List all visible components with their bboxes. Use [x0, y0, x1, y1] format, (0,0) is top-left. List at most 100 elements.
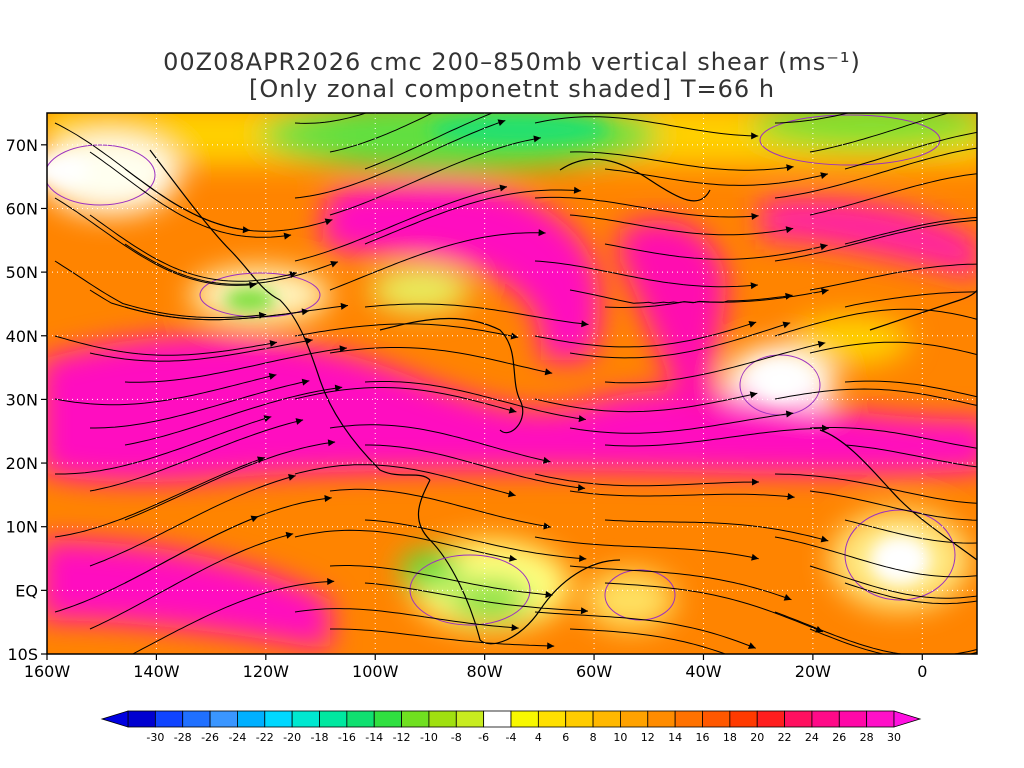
- streamline: [364, 519, 587, 560]
- streamline: [54, 197, 257, 286]
- streamline-arrow: [989, 216, 996, 223]
- streamline-arrow: [785, 226, 794, 234]
- streamline: [54, 374, 277, 406]
- streamline: [294, 608, 519, 629]
- lon-tick-label: 80W: [467, 662, 503, 681]
- colorbar-swatch: [209, 710, 238, 728]
- latitude-axis: 70N 60N 50N 40N 30N 20N 10N EQ 10S: [6, 136, 47, 664]
- streamline: [569, 151, 794, 171]
- streamline: [809, 113, 951, 153]
- streamline-arrow: [817, 340, 826, 348]
- streamline-arrow: [269, 340, 278, 347]
- colorbar-label: -10: [420, 731, 438, 744]
- colorbar-label: 8: [590, 731, 597, 744]
- lon-tick-label: 120W: [243, 662, 290, 681]
- colorbar-label: 10: [613, 731, 627, 744]
- lon-tick-label: 60W: [576, 662, 612, 681]
- streamline-arrow: [820, 535, 829, 543]
- lon-tick-label: 40W: [685, 662, 721, 681]
- streamline-arrow: [305, 337, 313, 345]
- streamline-arrow: [257, 456, 265, 464]
- streamline-arrow: [990, 500, 997, 507]
- streamline: [294, 529, 517, 560]
- streamline-arrow: [568, 88, 575, 95]
- streamline: [534, 260, 758, 288]
- colorbar-label: 14: [668, 731, 682, 744]
- streamline-arrow: [748, 320, 757, 328]
- streamline: [54, 457, 265, 538]
- colorbar-swatch: [756, 710, 785, 728]
- colorbar-swatch: [291, 710, 320, 728]
- streamline: [124, 386, 343, 446]
- streamline: [774, 219, 977, 262]
- colorbar-swatch: [565, 710, 594, 728]
- streamline-arrow: [747, 642, 756, 649]
- colorbar-swatch: [373, 710, 402, 728]
- streamline-arrow: [327, 439, 336, 447]
- streamline: [534, 536, 759, 560]
- streamline-arrow: [579, 554, 587, 562]
- lon-tick-label: 100W: [352, 662, 399, 681]
- streamline: [844, 131, 977, 170]
- colorbar-swatch: [838, 710, 868, 728]
- chart-subtitle: [Only zonal componetnt shaded] T=66 h: [248, 75, 776, 103]
- streamline: [774, 536, 977, 578]
- streamline: [54, 515, 259, 613]
- streamline-arrow: [785, 410, 794, 418]
- streamline: [329, 113, 434, 153]
- lon-tick-label: 0: [917, 662, 927, 681]
- colorbar-min-arrow: [100, 710, 129, 728]
- streamline-arrow: [508, 406, 517, 414]
- streamlines: [54, 69, 997, 654]
- colorbar-label: 6: [562, 731, 569, 744]
- streamline: [124, 243, 339, 285]
- colorbar-label: -14: [365, 731, 383, 744]
- streamline: [774, 388, 977, 406]
- colorbar-label: -18: [311, 731, 329, 744]
- streamline: [54, 260, 267, 318]
- colorbar-swatch: [237, 710, 266, 728]
- colorbar-label: -16: [338, 731, 356, 744]
- streamline-arrow: [820, 172, 828, 180]
- streamline: [844, 217, 977, 245]
- streamline: [294, 113, 368, 124]
- streamline: [604, 582, 824, 633]
- colorbar-label: -28: [174, 731, 192, 744]
- streamline: [774, 113, 851, 124]
- colorbar-label: 22: [778, 731, 792, 744]
- streamline-arrow: [751, 212, 759, 220]
- lat-tick-label: 30N: [6, 390, 38, 409]
- lat-tick-label: 10S: [7, 645, 38, 664]
- streamline-arrow: [330, 260, 339, 268]
- colorbar-label: -30: [146, 731, 164, 744]
- streamline-arrow: [819, 243, 828, 251]
- streamline: [604, 519, 829, 542]
- colorbar-swatch: [702, 710, 731, 728]
- streamline-arrow: [543, 522, 551, 530]
- colorbar-label: 26: [832, 731, 846, 744]
- streamline: [55, 416, 272, 475]
- streamline: [364, 303, 589, 325]
- streamline-arrow: [581, 320, 589, 328]
- streamline: [294, 323, 519, 338]
- streamline: [604, 243, 828, 260]
- streamline-arrow: [339, 345, 347, 353]
- chart-title: 00Z08APR2026 cmc 200–850mb vertical shea…: [163, 48, 861, 76]
- colorbar-swatch: [346, 710, 375, 728]
- colorbar-swatch: [455, 710, 485, 728]
- streamline: [844, 380, 977, 398]
- streamline: [604, 289, 829, 308]
- streamline: [89, 214, 298, 282]
- streamline: [89, 339, 313, 362]
- streamline-arrow: [324, 218, 333, 226]
- streamline-arrow: [497, 119, 506, 127]
- streamline-arrow: [986, 69, 994, 76]
- colorbar-swatch: [127, 710, 156, 728]
- colorbar-label: 4: [535, 731, 542, 744]
- streamline: [844, 291, 977, 308]
- streamline: [844, 519, 977, 544]
- streamline: [534, 473, 759, 487]
- streamline: [124, 305, 349, 321]
- streamline-arrow: [821, 424, 830, 432]
- lon-tick-label: 160W: [24, 662, 71, 681]
